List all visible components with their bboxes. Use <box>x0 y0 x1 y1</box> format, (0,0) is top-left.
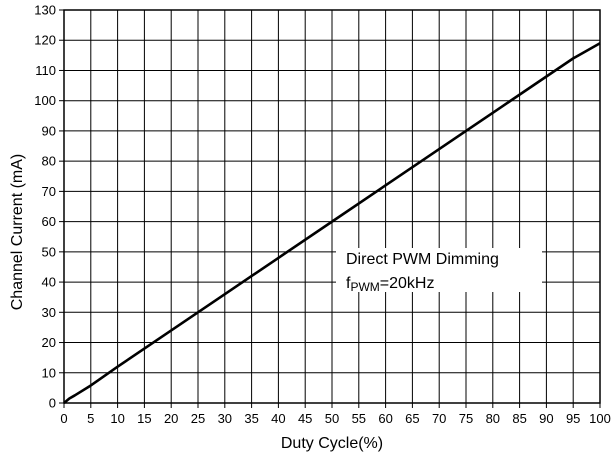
x-tick-label: 5 <box>87 411 94 426</box>
x-tick-label: 65 <box>405 411 419 426</box>
x-tick-label: 90 <box>539 411 553 426</box>
y-tick-label: 90 <box>42 123 56 138</box>
x-tick-label: 10 <box>110 411 124 426</box>
x-tick-label: 30 <box>218 411 232 426</box>
y-tick-label: 30 <box>42 305 56 320</box>
y-tick-label: 70 <box>42 184 56 199</box>
annotation-background <box>336 248 542 292</box>
y-tick-label: 50 <box>42 244 56 259</box>
x-tick-label: 0 <box>60 411 67 426</box>
annotation-line-2: fPWM=20kHz <box>346 275 434 294</box>
annotation-box: Direct PWM Dimming fPWM=20kHz <box>336 248 542 294</box>
y-tick-label: 130 <box>34 3 56 18</box>
y-tick-label: 120 <box>34 33 56 48</box>
x-tick-label: 25 <box>191 411 205 426</box>
x-tick-label: 40 <box>271 411 285 426</box>
y-tick-label: 80 <box>42 154 56 169</box>
annotation-f: f <box>346 275 351 292</box>
x-tick-labels: 0 5 10 15 20 25 30 35 40 45 50 55 60 65 70 75 80 85 90 95 10… <box>60 411 610 426</box>
annotation-subscript: PWM <box>350 280 379 294</box>
series-line <box>63 42 601 404</box>
x-tick-label: 55 <box>352 411 366 426</box>
x-tick-label: 50 <box>325 411 339 426</box>
series-group <box>63 42 601 404</box>
x-tick-label: 85 <box>512 411 526 426</box>
x-tick-label: 60 <box>378 411 392 426</box>
annotation-frequency: =20kHz <box>380 275 435 292</box>
y-tick-label: 100 <box>34 93 56 108</box>
y-tick-labels: 0 10 20 30 40 50 60 70 80 90 100 110 120 130 <box>34 3 56 411</box>
x-tick-label: 100 <box>589 411 611 426</box>
x-tick-label: 45 <box>298 411 312 426</box>
x-tick-label: 15 <box>137 411 151 426</box>
y-tick-label: 40 <box>42 275 56 290</box>
plot-frame <box>59 9 601 408</box>
y-tick-label: 0 <box>49 396 56 411</box>
annotation-line-1: Direct PWM Dimming <box>346 251 499 268</box>
x-tick-label: 95 <box>566 411 580 426</box>
grid <box>63 9 601 404</box>
y-tick-label: 110 <box>35 63 56 78</box>
x-tick-label: 75 <box>459 411 473 426</box>
x-tick-label: 35 <box>244 411 258 426</box>
x-axis-label: Duty Cycle(%) <box>281 435 383 452</box>
y-axis-label: Channel Current (mA) <box>9 154 26 311</box>
x-tick-label: 20 <box>164 411 178 426</box>
y-tick-label: 10 <box>42 365 56 380</box>
x-tick-label: 80 <box>486 411 500 426</box>
x-tick-label: 70 <box>432 411 446 426</box>
y-tick-label: 20 <box>42 335 56 350</box>
y-tick-label: 60 <box>42 214 56 229</box>
